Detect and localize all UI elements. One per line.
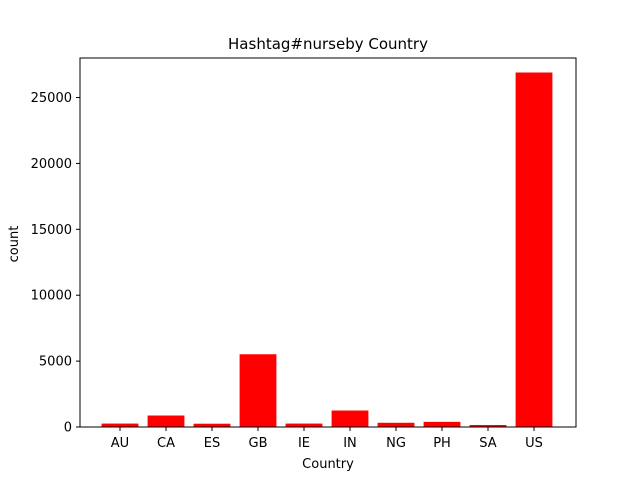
bar-gb bbox=[239, 354, 277, 427]
x-axis-ticks: AU CA ES GB IE IN NG PH SA US bbox=[111, 427, 543, 451]
x-tick-label: IE bbox=[298, 436, 310, 451]
y-tick-label: 25000 bbox=[31, 91, 72, 106]
y-axis-label: count bbox=[7, 226, 22, 263]
y-tick-label: 20000 bbox=[31, 157, 72, 172]
x-tick-label: NG bbox=[386, 436, 406, 451]
x-tick-label: PH bbox=[433, 436, 451, 451]
x-tick-label: IN bbox=[343, 436, 357, 451]
bar-au bbox=[101, 423, 139, 427]
bar-us bbox=[515, 72, 553, 427]
bar-ph bbox=[423, 421, 461, 427]
bar-in bbox=[331, 410, 369, 427]
x-tick-label: ES bbox=[204, 436, 220, 451]
chart-title: Hashtag#nurseby Country bbox=[228, 35, 428, 53]
y-tick-label: 15000 bbox=[31, 223, 72, 238]
x-axis-label: Country bbox=[302, 457, 354, 472]
x-tick-label: SA bbox=[479, 436, 496, 451]
bar-ng bbox=[377, 422, 415, 427]
y-tick-label: 5000 bbox=[39, 355, 72, 370]
plot-area-frame bbox=[79, 57, 577, 428]
y-tick-label: 0 bbox=[64, 421, 72, 436]
bar-es bbox=[193, 423, 231, 427]
bar-ca bbox=[147, 415, 185, 427]
x-tick-label: CA bbox=[157, 436, 175, 451]
x-tick-label: GB bbox=[249, 436, 268, 451]
bars-group bbox=[101, 72, 553, 427]
bar-sa bbox=[469, 425, 507, 427]
x-tick-label: US bbox=[525, 436, 543, 451]
y-tick-label: 10000 bbox=[31, 289, 72, 304]
bar-ie bbox=[285, 423, 323, 427]
y-axis-ticks: 0 5000 10000 15000 20000 25000 bbox=[31, 91, 80, 436]
x-tick-label: AU bbox=[111, 436, 129, 451]
